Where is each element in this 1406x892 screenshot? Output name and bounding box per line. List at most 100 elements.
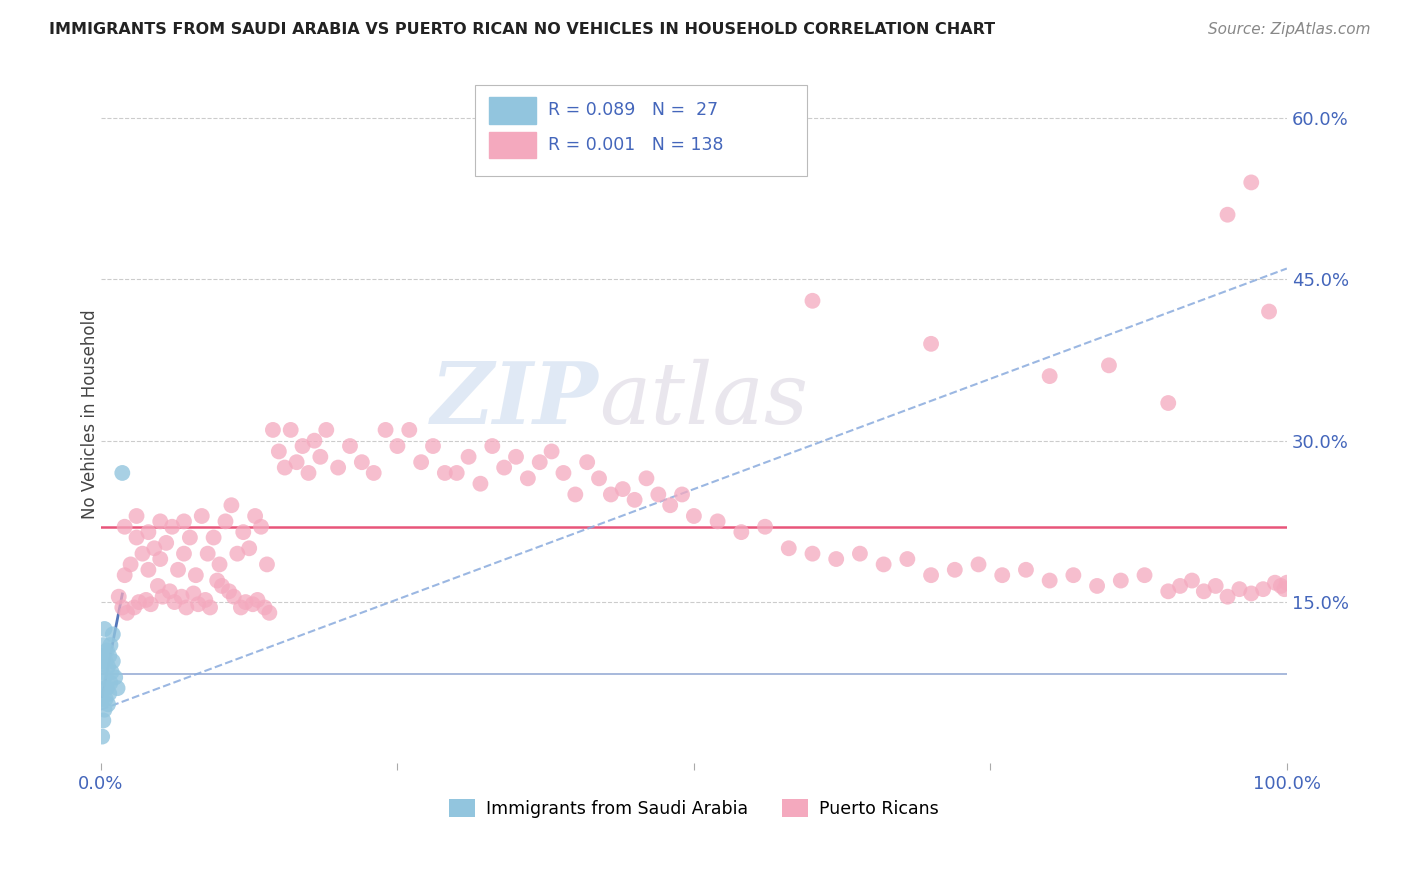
Point [120, 558, 142, 572]
Point [446, 466, 468, 480]
Point [97, 698, 120, 712]
Point [540, 444, 562, 458]
Point [115, 606, 138, 620]
Point [146, 579, 169, 593]
Point [91, 654, 114, 668]
Point [253, 600, 276, 615]
Bar [489, 97, 536, 123]
Point [1274, 582, 1296, 596]
Text: R = 0.001   N = 138: R = 0.001 N = 138 [548, 136, 724, 154]
Point [636, 471, 658, 485]
Point [155, 536, 177, 550]
Point [170, 590, 193, 604]
Point [872, 558, 894, 572]
Point [152, 590, 174, 604]
Point [194, 593, 217, 607]
Point [214, 514, 236, 528]
Point [98, 687, 121, 701]
Point [218, 584, 240, 599]
Point [1015, 563, 1038, 577]
Point [1039, 369, 1062, 384]
Point [149, 552, 172, 566]
Text: R = 0.089   N =  27: R = 0.089 N = 27 [548, 101, 718, 120]
Point [205, 574, 228, 588]
Point [576, 455, 599, 469]
Point [173, 547, 195, 561]
Point [222, 590, 245, 604]
Point [1251, 582, 1274, 596]
Point [991, 568, 1014, 582]
Point [211, 579, 233, 593]
Point [94, 692, 117, 706]
Point [1258, 304, 1281, 318]
Point [920, 568, 942, 582]
Point [553, 466, 575, 480]
Point [647, 487, 669, 501]
Text: atlas: atlas [599, 359, 808, 442]
Point [280, 423, 302, 437]
Point [101, 654, 124, 668]
Point [1039, 574, 1062, 588]
Point [183, 586, 205, 600]
Point [128, 595, 150, 609]
Legend: Immigrants from Saudi Arabia, Puerto Ricans: Immigrants from Saudi Arabia, Puerto Ric… [443, 792, 946, 825]
Point [754, 520, 776, 534]
Point [243, 508, 266, 523]
Point [98, 648, 121, 663]
Point [125, 531, 148, 545]
Point [138, 525, 160, 540]
Point [163, 595, 186, 609]
Text: ZIP: ZIP [432, 358, 599, 442]
Point [149, 514, 172, 528]
Point [274, 460, 297, 475]
Point [96, 643, 118, 657]
Point [967, 558, 990, 572]
Point [187, 597, 209, 611]
Point [104, 670, 127, 684]
Point [97, 659, 120, 673]
Point [202, 531, 225, 545]
Point [256, 558, 278, 572]
Point [671, 487, 693, 501]
Point [849, 547, 872, 561]
Point [238, 541, 260, 556]
Point [91, 730, 114, 744]
Point [122, 600, 145, 615]
Point [801, 547, 824, 561]
Point [494, 460, 516, 475]
Point [291, 439, 314, 453]
Point [91, 714, 114, 728]
Point [285, 455, 308, 469]
Point [262, 423, 284, 437]
Point [315, 423, 337, 437]
Point [1157, 584, 1180, 599]
Point [564, 487, 586, 501]
Point [135, 593, 157, 607]
Point [100, 638, 122, 652]
Point [1229, 582, 1251, 596]
Point [197, 547, 219, 561]
Point [167, 563, 190, 577]
Point [304, 434, 326, 448]
Point [1085, 579, 1108, 593]
Point [114, 568, 136, 582]
Point [943, 563, 966, 577]
Point [198, 600, 221, 615]
Point [159, 584, 181, 599]
Point [481, 439, 503, 453]
Point [131, 547, 153, 561]
Point [1270, 579, 1292, 593]
Text: IMMIGRANTS FROM SAUDI ARABIA VS PUERTO RICAN NO VEHICLES IN HOUSEHOLD CORRELATIO: IMMIGRANTS FROM SAUDI ARABIA VS PUERTO R… [49, 22, 995, 37]
Point [173, 514, 195, 528]
Point [896, 552, 918, 566]
Point [250, 520, 273, 534]
Text: Source: ZipAtlas.com: Source: ZipAtlas.com [1208, 22, 1371, 37]
Point [1181, 574, 1204, 588]
Y-axis label: No Vehicles in Household: No Vehicles in Household [82, 309, 98, 518]
Point [107, 590, 129, 604]
Point [101, 627, 124, 641]
Point [91, 648, 114, 663]
Point [100, 675, 122, 690]
Point [246, 593, 269, 607]
Point [825, 552, 848, 566]
